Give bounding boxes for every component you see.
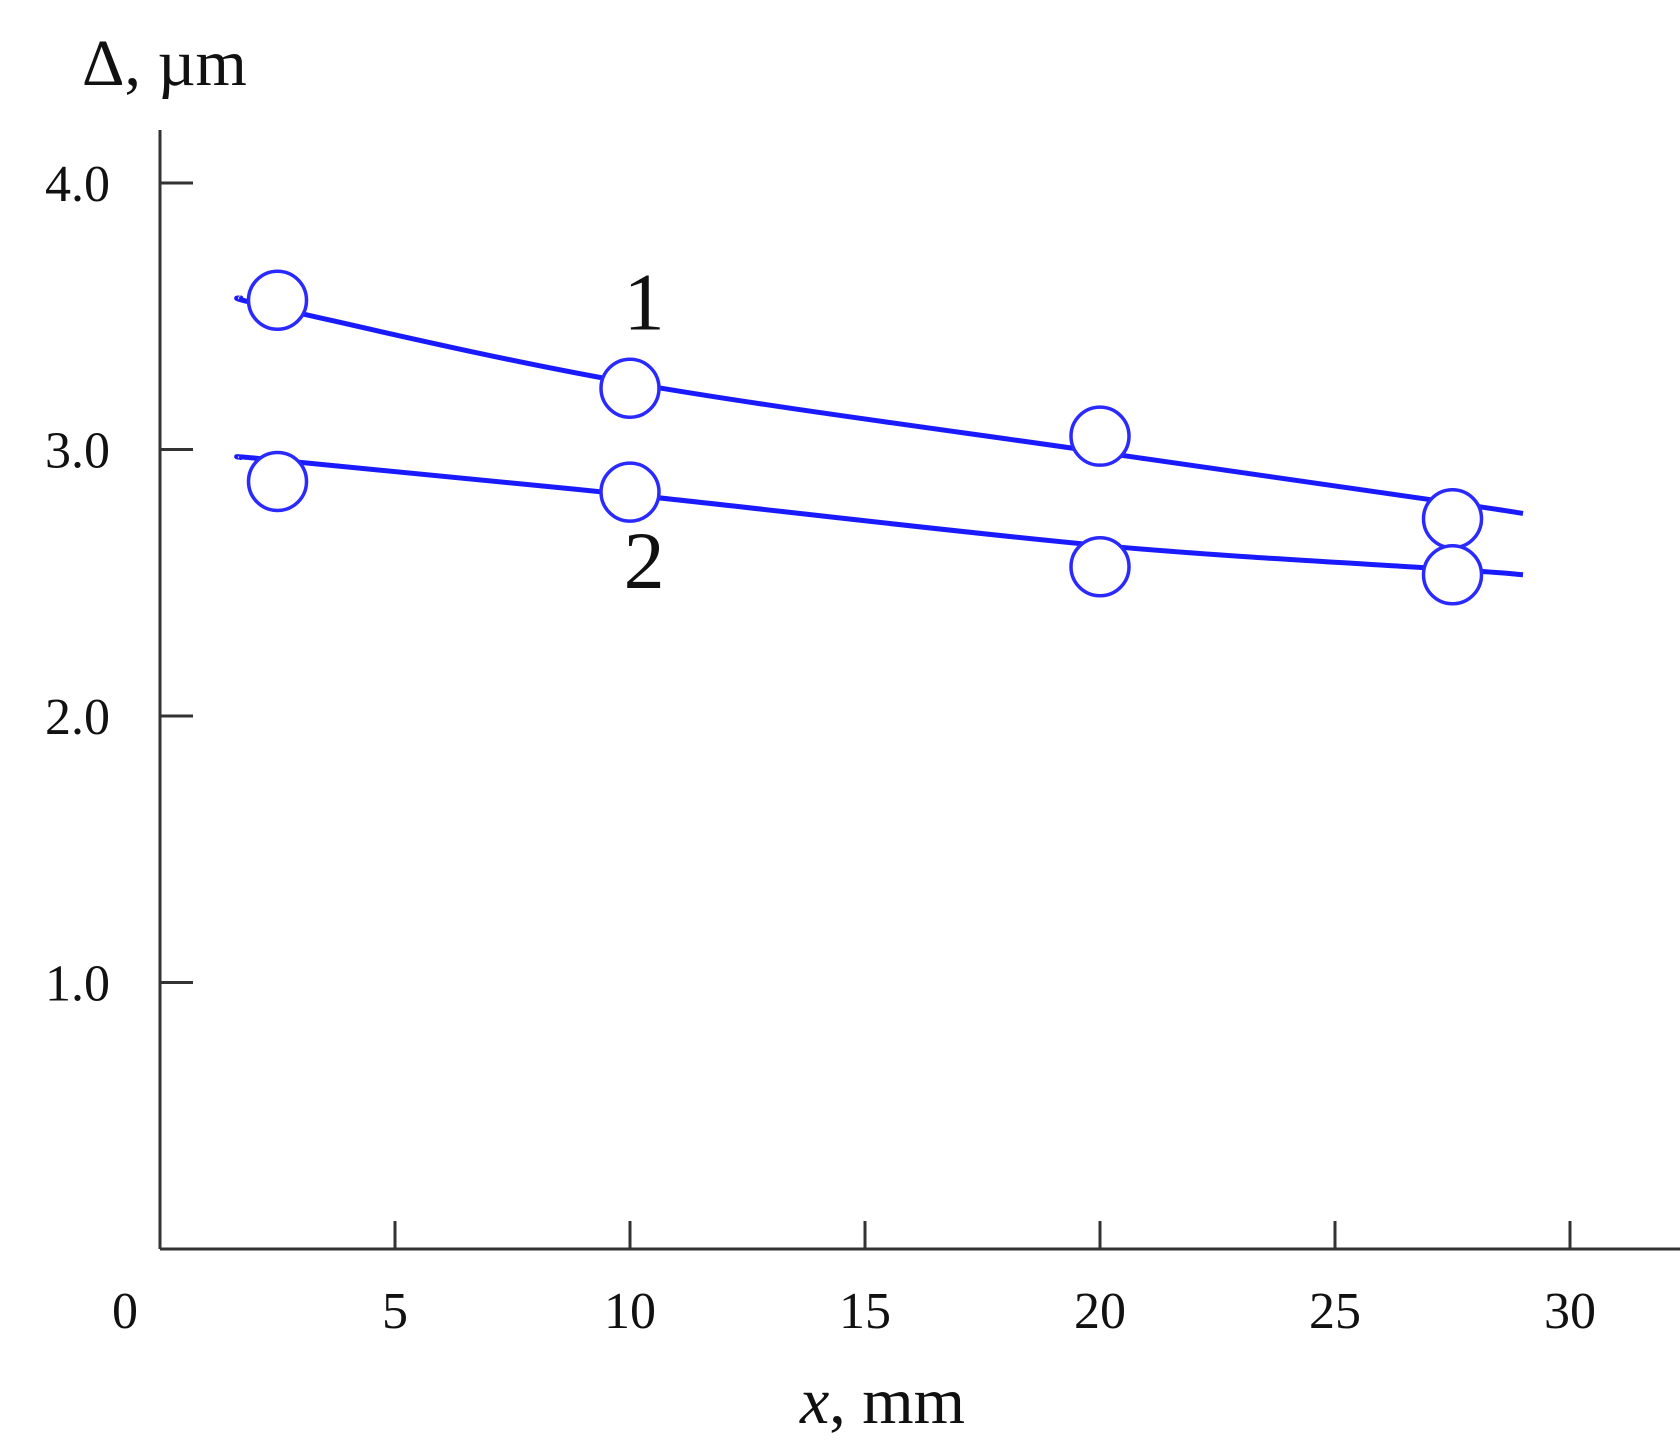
axes bbox=[158, 130, 1680, 1251]
y-axis-label: Δ, µm bbox=[82, 27, 247, 100]
data-points bbox=[246, 269, 1484, 606]
series-2-line bbox=[234, 454, 1524, 578]
y-tick-label: 2.0 bbox=[45, 689, 110, 746]
fit-curves bbox=[234, 295, 1524, 578]
series-2-point bbox=[599, 461, 661, 523]
x-tick-label: 20 bbox=[1074, 1283, 1126, 1340]
series-1-label: 1 bbox=[624, 257, 665, 348]
x-axis-variable: x bbox=[799, 1365, 829, 1438]
series-1-point bbox=[599, 357, 661, 419]
series-2-point bbox=[1069, 536, 1131, 598]
x-tick-label: 15 bbox=[839, 1283, 891, 1340]
series-1-point bbox=[1421, 488, 1484, 550]
y-tick-label: 4.0 bbox=[45, 156, 110, 213]
series-1-point bbox=[1069, 405, 1131, 467]
ticks: 0 5 10 15 20 25 30 1.0 2.0 3.0 4.0 bbox=[45, 156, 1596, 1340]
x-tick-label: 30 bbox=[1544, 1283, 1596, 1340]
series-1-line bbox=[234, 295, 1524, 516]
series-1-point bbox=[246, 269, 309, 332]
series-2-point bbox=[246, 450, 309, 513]
series-labels: 12 bbox=[624, 257, 665, 607]
series-2-label: 2 bbox=[624, 515, 665, 606]
x-axis-unit: , mm bbox=[829, 1365, 965, 1438]
x-tick-label: 10 bbox=[604, 1283, 656, 1340]
y-tick-label: 3.0 bbox=[45, 423, 110, 480]
x-tick-label: 0 bbox=[112, 1283, 138, 1340]
series-2-point bbox=[1421, 544, 1484, 606]
x-tick-label: 5 bbox=[382, 1283, 408, 1340]
y-tick-label: 1.0 bbox=[45, 956, 110, 1013]
x-tick-label: 25 bbox=[1309, 1283, 1361, 1340]
x-axis-label: x, mm bbox=[799, 1365, 965, 1438]
